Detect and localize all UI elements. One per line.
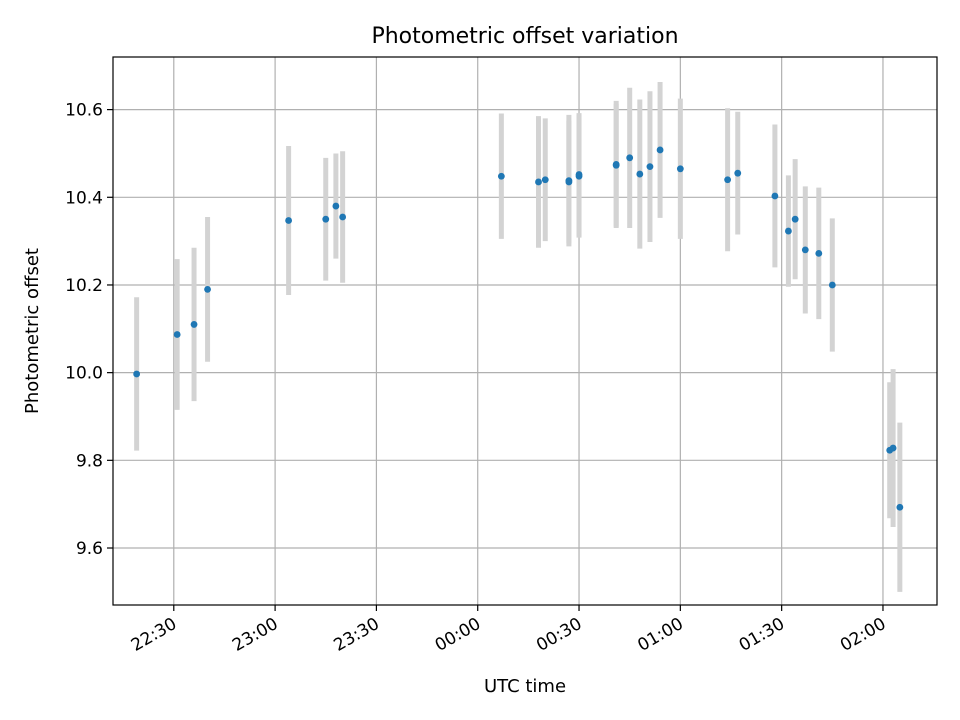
data-point	[173, 331, 181, 338]
data-point	[332, 202, 340, 210]
y-tick-label: 9.8	[76, 451, 103, 471]
data-point	[646, 163, 654, 171]
y-tick-label: 10.0	[65, 364, 103, 384]
data-point	[565, 178, 573, 186]
data-point	[626, 154, 634, 162]
data-point	[497, 172, 505, 180]
data-point	[612, 161, 620, 169]
data-point	[785, 227, 792, 235]
data-point	[285, 217, 293, 224]
data-point	[815, 250, 823, 257]
data-point	[339, 213, 347, 221]
data-point	[133, 370, 141, 378]
data-point	[896, 503, 904, 511]
data-markers	[133, 146, 904, 511]
plot-frame	[112, 56, 938, 606]
data-point	[791, 215, 799, 223]
data-point	[204, 285, 211, 293]
y-tick-label: 10.6	[65, 101, 103, 121]
data-point	[575, 171, 583, 178]
data-point	[889, 444, 897, 452]
x-axis-label: UTC time	[484, 676, 566, 697]
chart-title: Photometric offset variation	[371, 24, 678, 49]
data-point	[828, 281, 836, 289]
data-point	[535, 178, 542, 186]
y-axis-ticks: 9.6 9.8 10.0 10.2 10.4 10.6	[65, 101, 113, 559]
data-point	[724, 176, 732, 184]
data-point	[801, 246, 809, 254]
data-point	[676, 165, 684, 173]
data-point	[771, 192, 779, 200]
y-axis-label: Photometric offset	[22, 248, 43, 414]
data-point	[734, 169, 742, 177]
y-tick-label: 9.6	[76, 539, 103, 559]
y-tick-label: 10.4	[65, 188, 103, 208]
data-point	[190, 321, 198, 328]
data-point	[322, 215, 330, 223]
data-point	[636, 170, 644, 178]
data-point	[656, 146, 664, 154]
data-point	[541, 176, 549, 184]
y-tick-label: 10.2	[65, 276, 103, 296]
